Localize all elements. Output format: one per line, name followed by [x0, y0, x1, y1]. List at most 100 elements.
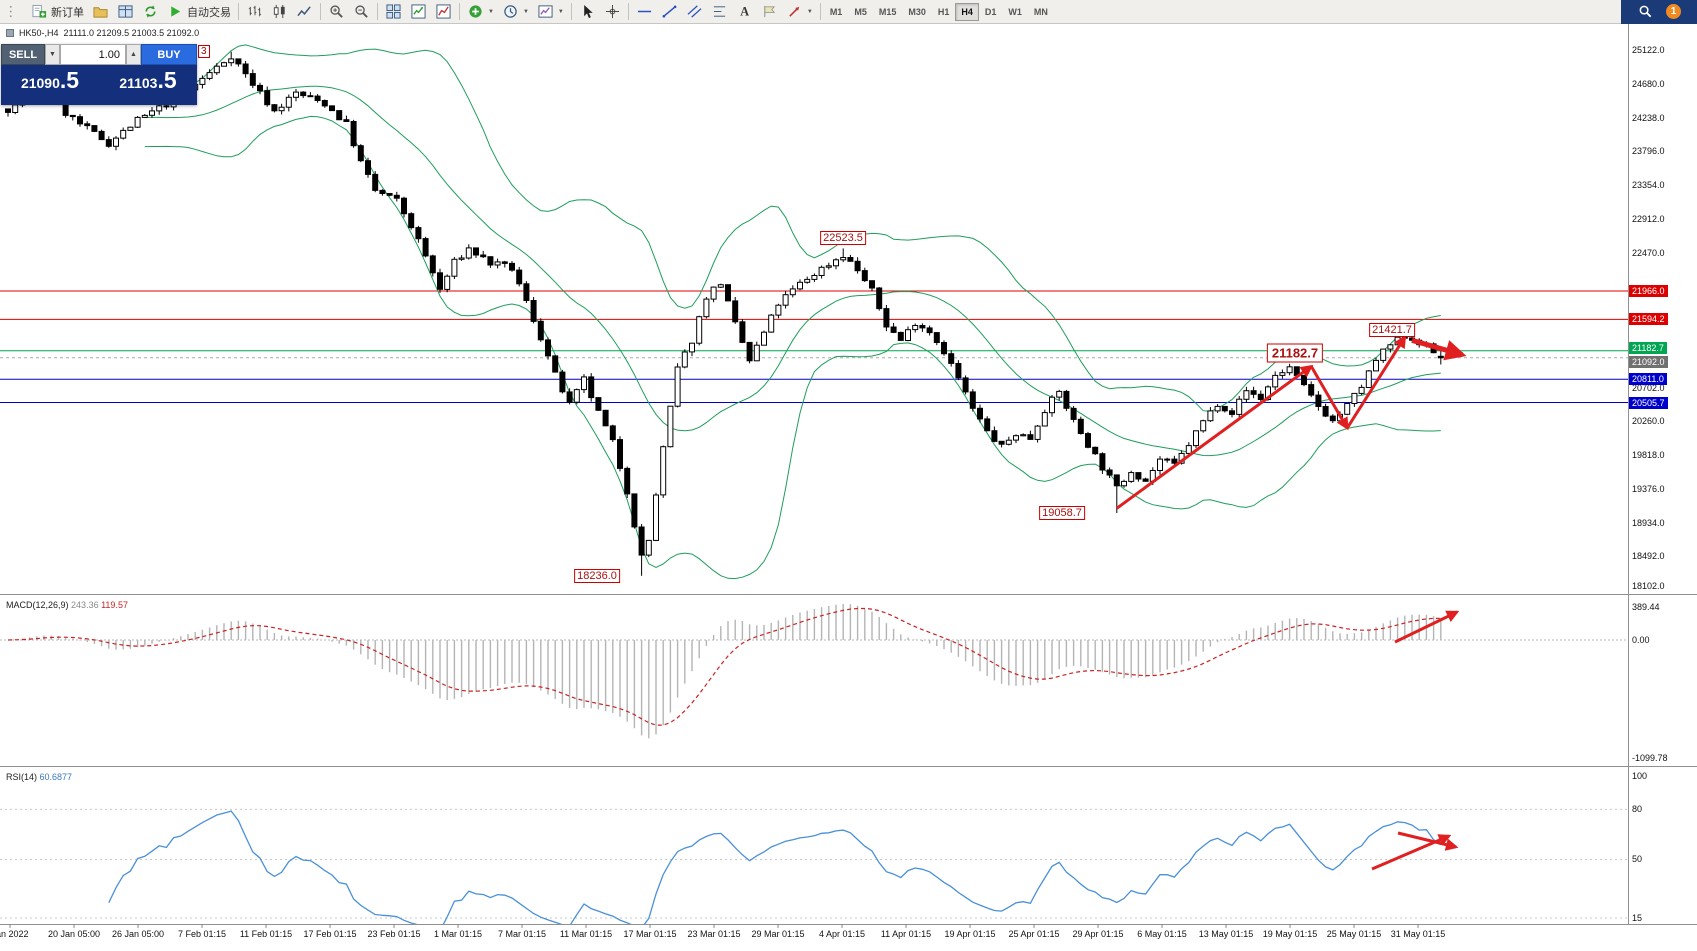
cursor-icon — [579, 3, 596, 20]
toolbar-button-new-order[interactable]: 新订单 — [27, 1, 88, 23]
candlestick-series[interactable] — [5, 51, 1444, 576]
horizontal-levels[interactable] — [0, 290, 1628, 403]
annotation-price-flag[interactable]: 19058.7 — [1039, 506, 1085, 520]
macd-axis-label: 389.44 — [1632, 602, 1660, 612]
indicator-add-dropdown-icon[interactable]: ▼ — [488, 8, 494, 15]
macd-label: MACD(12,26,9) 243.36 119.57 — [6, 600, 128, 610]
svg-text:A: A — [740, 5, 749, 19]
zoom-in-icon — [328, 3, 345, 20]
toolbar-button-zoom-out[interactable] — [349, 1, 374, 23]
time-axis-label: 25 Apr 01:15 — [1008, 929, 1060, 939]
toolbar-button-channel[interactable] — [682, 1, 707, 23]
notification-badge[interactable]: 1 — [1666, 4, 1681, 19]
play-label: 自动交易 — [187, 6, 231, 19]
arrows-dropdown-icon[interactable]: ▼ — [806, 8, 813, 15]
one-click-trading-widget[interactable]: SELL ▼ 1.00 ▲ BUY 21090.5 21103.5 — [1, 44, 197, 105]
occluded-price-flag[interactable]: 3 — [198, 45, 210, 58]
annotation-price-flag[interactable]: 22523.5 — [820, 231, 866, 245]
rsi-axis-label: 50 — [1632, 854, 1643, 864]
linechart-icon — [296, 3, 313, 20]
time-axis-label: 23 Feb 01:15 — [367, 929, 421, 939]
time-axis-label: 7 Feb 01:15 — [177, 929, 227, 939]
timeframe-button-mn[interactable]: MN — [1033, 6, 1048, 17]
annotation-price-flag[interactable]: 21182.7 — [1266, 343, 1324, 363]
timeframe-button-m1[interactable]: M1 — [829, 6, 843, 17]
toolbar-button-market-watch[interactable] — [113, 1, 138, 23]
volume-input[interactable]: 1.00 — [60, 44, 126, 65]
toolbar-button-trendline[interactable] — [657, 1, 682, 23]
price-axis-tick: 18102.0 — [1632, 581, 1665, 591]
time-axis-label: 26 Jan 05:00 — [111, 929, 165, 939]
toolbar-button-auto-trading[interactable]: 自动交易 — [163, 1, 235, 23]
refresh-icon — [142, 3, 159, 20]
toolbar-button-arrange[interactable] — [406, 1, 431, 23]
time-axis-label: 13 May 01:15 — [1198, 929, 1254, 939]
toolbar-button-fibo[interactable] — [707, 1, 732, 23]
macd-axis-label: 0.00 — [1632, 635, 1650, 645]
trend-arrows[interactable] — [1115, 335, 1467, 871]
toolbar-button-refresh[interactable] — [138, 1, 163, 23]
toolbar-button-tile-windows[interactable] — [381, 1, 406, 23]
toolbar-button-indicators[interactable] — [431, 1, 456, 23]
timeframe-button-m15[interactable]: M15 — [878, 6, 897, 17]
toolbar-button-candles[interactable] — [267, 1, 292, 23]
price-axis-tick: 23354.0 — [1632, 180, 1665, 190]
toolbar-separator — [238, 3, 239, 20]
buy-price[interactable]: 21103.5 — [119, 67, 177, 93]
channel-icon — [686, 3, 703, 20]
period-dropdown-icon[interactable]: ▼ — [522, 8, 529, 15]
timeframe-button-m5[interactable]: M5 — [854, 6, 867, 17]
timeframe-button-h1[interactable]: H1 — [937, 6, 950, 17]
toolbar-button-crosshair[interactable] — [600, 1, 625, 23]
time-axis-label: 20 Jan 05:00 — [47, 929, 101, 939]
sell-price[interactable]: 21090.5 — [20, 67, 80, 93]
grip-icon — [6, 3, 23, 20]
annotation-price-flag[interactable]: 18236.0 — [574, 569, 620, 583]
crosshair-icon — [604, 3, 621, 20]
symbol-name: HK50-,H4 — [19, 28, 59, 38]
toolbar-button-bars[interactable] — [242, 1, 267, 23]
toolbar-button-linechart[interactable] — [292, 1, 317, 23]
toolbar-button-templates[interactable]: ▼ — [533, 1, 568, 23]
macd-signal-line — [7, 607, 1441, 726]
rsi-line — [108, 810, 1442, 924]
rsi-axis-label: 100 — [1632, 771, 1648, 781]
toolbar: 新订单 自动交易 ▼ ▼ ▼ A ▼ M1 M5 M15 M30 H1 H4 D1 W1 MN 1 — [0, 0, 1697, 24]
price-axis[interactable] — [1628, 24, 1697, 924]
profiles-icon — [92, 3, 109, 20]
buy-button[interactable]: BUY — [141, 44, 197, 65]
price-axis-tick: 24238.0 — [1632, 112, 1665, 123]
trendline-icon — [661, 3, 678, 20]
price-level-box-20811.0: 20811.0 — [1629, 373, 1667, 386]
annotation-price-flag[interactable]: 21421.7 — [1369, 323, 1415, 337]
toolbar-button-arrows[interactable]: ▼ — [782, 1, 817, 23]
toolbar-button-indicator-add[interactable]: ▼ — [463, 1, 498, 23]
time-axis-label: 17 Mar 01:15 — [623, 929, 677, 939]
toolbar-button-period[interactable]: ▼ — [498, 1, 533, 23]
toolbar-button-label[interactable] — [757, 1, 782, 23]
timeframe-button-m30[interactable]: M30 — [908, 6, 926, 17]
volume-increase-button[interactable]: ▲ — [126, 44, 141, 65]
volume-decrease-button[interactable]: ▼ — [45, 44, 60, 65]
timeframe-button-w1[interactable]: W1 — [1008, 6, 1022, 17]
sell-button[interactable]: SELL — [1, 44, 45, 65]
toolbar-button-text[interactable]: A — [732, 1, 757, 23]
tile-windows-icon — [385, 3, 402, 20]
toolbar-button-hline[interactable] — [632, 1, 657, 23]
arrange-icon — [410, 3, 427, 20]
toolbar-button-cursor[interactable] — [575, 1, 600, 23]
price-level-box-21966.0: 21966.0 — [1629, 285, 1668, 297]
toolbar-button-profiles[interactable] — [88, 1, 113, 23]
toolbar-button-grip[interactable] — [2, 1, 27, 23]
toolbar-button-zoom-in[interactable] — [324, 1, 349, 23]
search-icon[interactable] — [1637, 3, 1654, 20]
timeframe-button-d1[interactable]: D1 — [984, 6, 997, 17]
time-axis-label: 11 Feb 01:15 — [239, 929, 293, 939]
label-icon — [761, 3, 778, 20]
panel-splitter[interactable] — [0, 24, 1697, 925]
timeframe-button-h4[interactable]: H4 — [955, 2, 979, 21]
templates-dropdown-icon[interactable]: ▼ — [557, 8, 564, 15]
bars-icon — [246, 3, 263, 20]
price-axis-tick: 23796.0 — [1632, 146, 1665, 157]
